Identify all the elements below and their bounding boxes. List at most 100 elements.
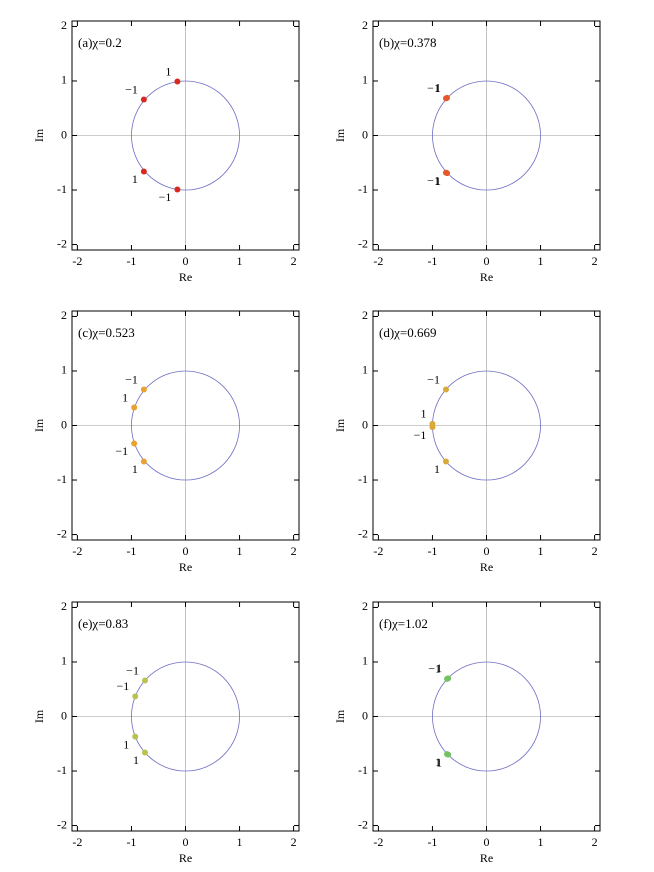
point-label: 1 xyxy=(420,407,426,421)
y-tick-label: 0 xyxy=(61,127,67,141)
y-tick-label: -1 xyxy=(358,182,368,196)
x-tick-label: 0 xyxy=(183,254,189,268)
point xyxy=(140,386,147,393)
x-tick-label: -2 xyxy=(373,544,383,558)
point xyxy=(140,168,147,175)
point-label: 1 xyxy=(434,462,440,476)
point xyxy=(132,693,139,700)
y-tick-label: -2 xyxy=(57,817,67,831)
panel-title: (b)χ=0.378 xyxy=(379,35,437,50)
point-label: 1 xyxy=(165,64,171,78)
y-tick-label: 1 xyxy=(362,363,368,377)
x-tick-label: -2 xyxy=(72,254,82,268)
point-label: −1 xyxy=(159,190,172,204)
y-tick-label: 2 xyxy=(61,308,67,322)
x-tick-label: 0 xyxy=(183,835,189,849)
point-label: −1 xyxy=(428,662,441,676)
x-tick-label: -1 xyxy=(126,835,136,849)
y-tick-label: -2 xyxy=(358,526,368,540)
point-label: −1 xyxy=(126,663,139,677)
unit-circle xyxy=(432,661,541,772)
x-tick-label: 1 xyxy=(538,254,544,268)
point-label: −1 xyxy=(115,444,128,458)
x-tick-label: -1 xyxy=(126,254,136,268)
y-axis-label: Im xyxy=(333,709,347,723)
y-tick-label: 2 xyxy=(362,599,368,613)
y-tick-label: -1 xyxy=(358,472,368,486)
point xyxy=(442,458,449,465)
point xyxy=(140,458,147,465)
x-tick-label: -2 xyxy=(72,835,82,849)
x-tick-label: 1 xyxy=(538,544,544,558)
x-tick-label: 2 xyxy=(291,254,297,268)
y-tick-label: 0 xyxy=(362,417,368,431)
unit-circle xyxy=(131,80,240,191)
x-axis-label: Re xyxy=(179,560,192,574)
y-tick-label: 1 xyxy=(61,73,67,87)
x-tick-label: 0 xyxy=(484,254,490,268)
point xyxy=(141,749,148,756)
y-tick-label: 2 xyxy=(61,18,67,32)
point xyxy=(445,751,452,758)
x-tick-label: 2 xyxy=(592,544,598,558)
point-label: 1 xyxy=(132,172,138,186)
point xyxy=(141,677,148,684)
y-tick-label: 0 xyxy=(61,708,67,722)
panel-title: (c)χ=0.523 xyxy=(78,325,135,340)
point xyxy=(174,78,181,85)
x-tick-label: 1 xyxy=(237,254,243,268)
point xyxy=(445,675,452,682)
x-tick-label: 1 xyxy=(237,835,243,849)
y-tick-label: 0 xyxy=(362,127,368,141)
point xyxy=(174,186,181,193)
point xyxy=(131,440,138,447)
point xyxy=(132,733,139,740)
x-tick-label: 0 xyxy=(484,835,490,849)
panel-title: (e)χ=0.83 xyxy=(78,616,128,631)
unit-circle xyxy=(131,370,240,481)
x-axis-label: Re xyxy=(480,560,493,574)
point xyxy=(140,96,147,103)
panel-title: (a)χ=0.2 xyxy=(78,35,122,50)
y-axis-label: Im xyxy=(32,418,46,432)
y-tick-label: -2 xyxy=(57,526,67,540)
point-label: −1 xyxy=(125,82,138,96)
y-axis-label: Im xyxy=(333,418,347,432)
x-axis-label: Re xyxy=(480,270,493,284)
y-tick-label: 1 xyxy=(362,73,368,87)
x-tick-label: 2 xyxy=(291,544,297,558)
x-tick-label: 2 xyxy=(291,835,297,849)
x-tick-label: 1 xyxy=(538,835,544,849)
y-tick-label: 2 xyxy=(362,308,368,322)
x-tick-label: -1 xyxy=(427,835,437,849)
point-label: −1 xyxy=(125,372,138,386)
y-tick-label: -1 xyxy=(358,763,368,777)
panel-title: (d)χ=0.669 xyxy=(379,325,437,340)
x-tick-label: 0 xyxy=(183,544,189,558)
y-tick-label: 2 xyxy=(362,18,368,32)
y-tick-label: 0 xyxy=(61,417,67,431)
x-tick-label: 0 xyxy=(484,544,490,558)
panel-title: (f)χ=1.02 xyxy=(379,616,428,631)
point-label: −1 xyxy=(414,428,427,442)
y-tick-label: 1 xyxy=(61,654,67,668)
point-label: 1 xyxy=(132,462,138,476)
point-label: 1 xyxy=(435,755,441,769)
point-label: −1 xyxy=(116,679,129,693)
point-label: 1 xyxy=(435,174,441,188)
x-tick-label: 2 xyxy=(592,254,598,268)
x-tick-label: -1 xyxy=(126,544,136,558)
y-axis-label: Im xyxy=(333,128,347,142)
y-tick-label: 0 xyxy=(362,708,368,722)
y-tick-label: -2 xyxy=(358,236,368,250)
x-tick-label: -2 xyxy=(373,254,383,268)
point-label: 1 xyxy=(436,661,442,675)
y-tick-label: -1 xyxy=(57,472,67,486)
x-tick-label: -1 xyxy=(427,254,437,268)
y-tick-label: 1 xyxy=(61,363,67,377)
point-label: −1 xyxy=(427,372,440,386)
unit-circle xyxy=(432,80,541,191)
unit-circle xyxy=(131,661,240,772)
x-tick-label: -2 xyxy=(72,544,82,558)
